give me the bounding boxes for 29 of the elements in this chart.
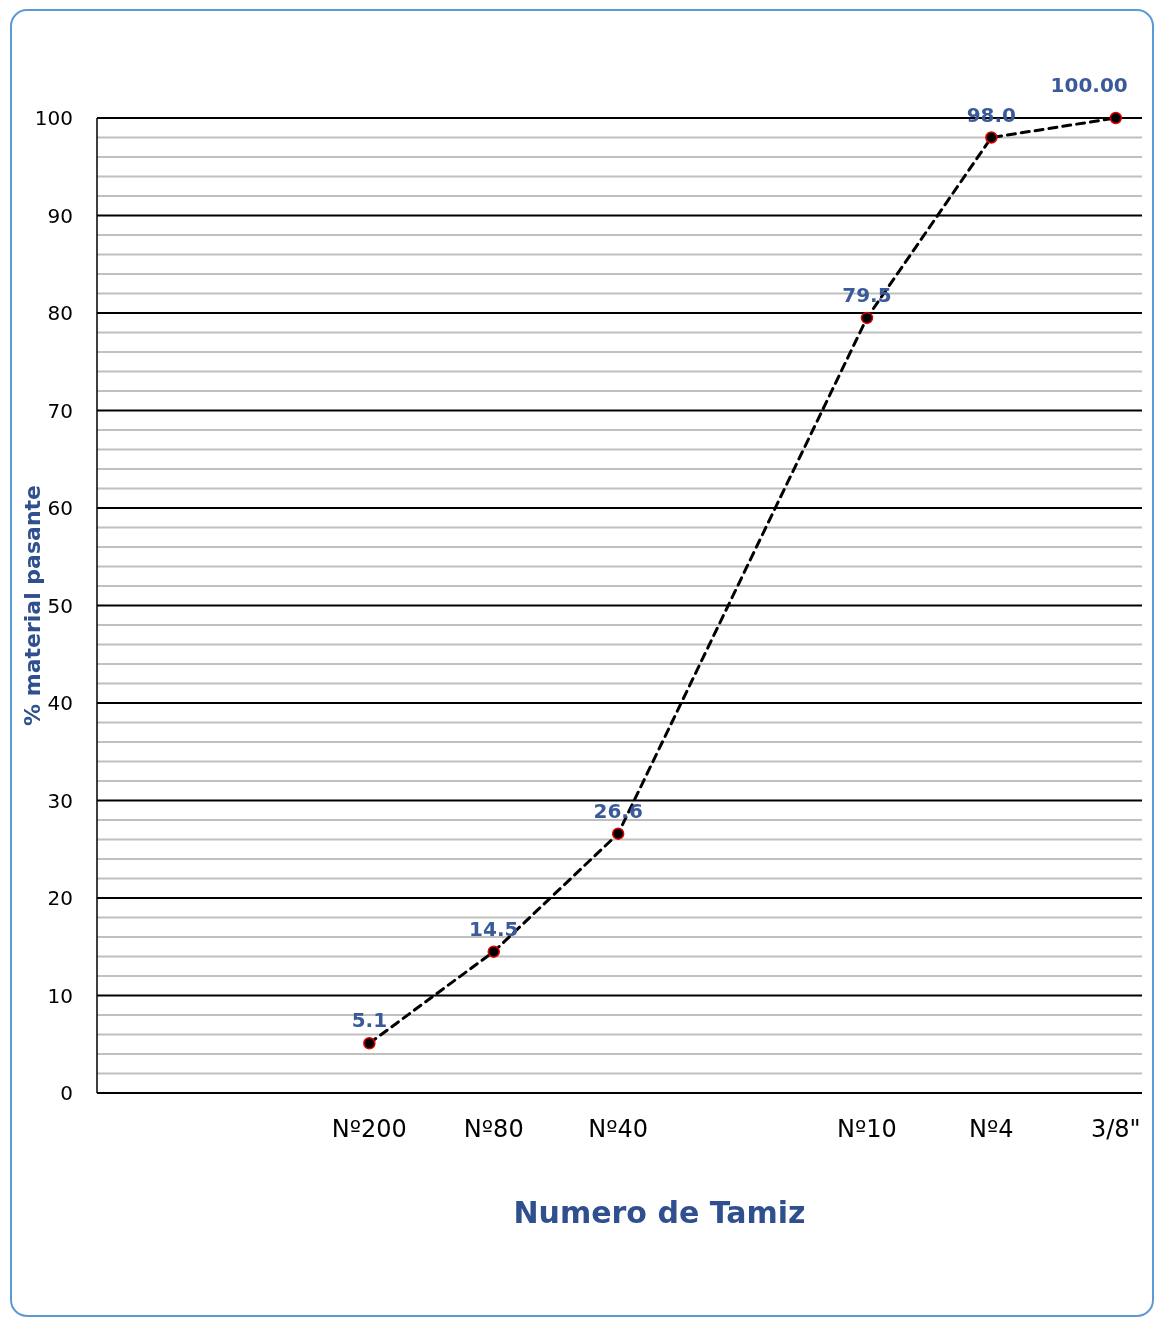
y-tick-label: 100 — [34, 106, 73, 130]
x-axis-title: Numero de Tamiz — [513, 1195, 806, 1230]
data-label: 5.1 — [351, 1008, 388, 1033]
y-tick-label: 70 — [47, 398, 73, 423]
data-label: 14.5 — [469, 916, 519, 941]
point — [487, 945, 501, 958]
x-tick-label: Nº200 — [331, 1115, 407, 1143]
x-tick-label: Nº4 — [969, 1115, 1014, 1143]
y-tick-label: 10 — [47, 983, 73, 1008]
y-tick-label: 60 — [47, 496, 73, 520]
point — [860, 311, 874, 325]
x-tick-label: Nº80 — [463, 1115, 524, 1143]
x-tick-label: Nº10 — [837, 1115, 897, 1143]
point — [363, 1037, 376, 1050]
y-tick-label: 40 — [47, 691, 73, 715]
data-label: 100.00 — [1050, 73, 1128, 97]
y-tick-label: 20 — [47, 886, 73, 910]
y-tick-label: 90 — [47, 203, 73, 228]
y-tick-label: 80 — [47, 301, 73, 325]
y-tick-label: 0 — [60, 1081, 73, 1105]
x-tick-label: Nº40 — [588, 1115, 649, 1143]
x-tick-label: 3/8" — [1090, 1115, 1141, 1143]
y-axis-title: % material pasante — [20, 485, 45, 726]
y-tick-label: 30 — [47, 788, 73, 813]
data-label: 26.6 — [593, 798, 643, 823]
point — [1109, 111, 1123, 125]
point — [611, 827, 625, 840]
point — [985, 131, 998, 144]
y-tick-label: 50 — [47, 593, 73, 618]
